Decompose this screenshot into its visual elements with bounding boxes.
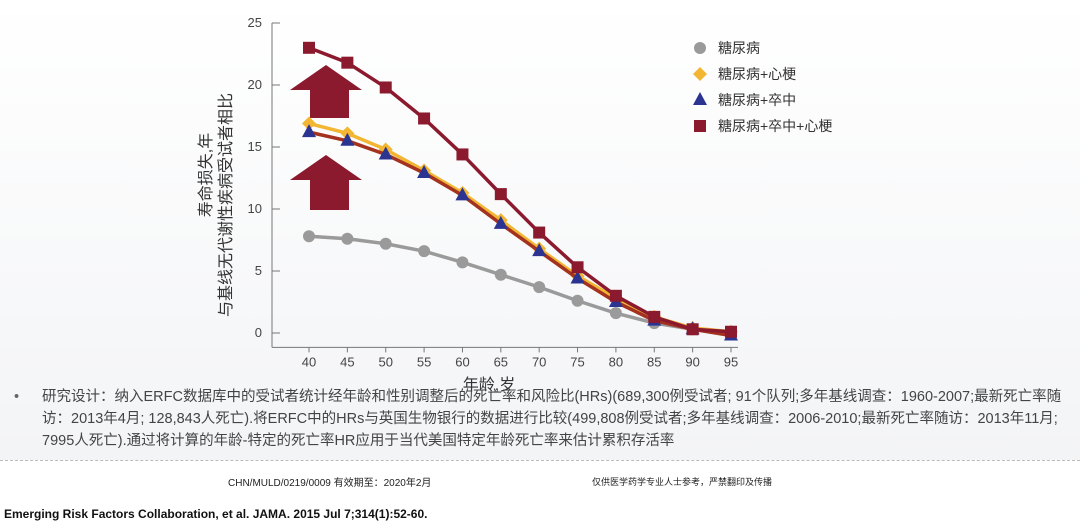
series-line [308, 130, 732, 338]
data-point [571, 294, 584, 307]
data-point [379, 81, 392, 94]
x-tick-label: 40 [302, 354, 316, 369]
x-tick-label: 55 [417, 354, 431, 369]
series-3 [303, 41, 737, 338]
bullet: • [14, 389, 20, 405]
x-tick-label: 65 [494, 354, 508, 369]
series-1 [302, 116, 738, 339]
x-tick-label: 70 [532, 354, 546, 369]
reference: Emerging Risk Factors Collaboration, et … [4, 507, 428, 521]
legend-marker-diamond-icon [693, 67, 707, 81]
up-arrow-icon [290, 65, 362, 118]
study-design-note: • 研究设计：纳入ERFC数据库中的受试者统计经年龄和性别调整后的死亡率和风险比… [14, 386, 1074, 452]
x-tick-label: 45 [340, 354, 354, 369]
data-point [456, 148, 469, 161]
data-point [418, 112, 431, 125]
data-point [341, 56, 354, 69]
x-tick-label: 90 [685, 354, 699, 369]
data-point [648, 310, 661, 323]
y-tick-label: 5 [255, 263, 262, 278]
x-tick-label: 75 [570, 354, 584, 369]
note-text: 研究设计：纳入ERFC数据库中的受试者统计经年龄和性别调整后的死亡率和风险比(H… [42, 389, 1062, 449]
data-point [725, 325, 737, 338]
data-point [570, 270, 585, 284]
x-tick-label: 95 [724, 354, 738, 369]
y-tick-label: 10 [248, 201, 262, 216]
data-point [341, 232, 354, 245]
data-point [455, 187, 470, 201]
y-tick-label: 0 [255, 325, 262, 340]
data-point [417, 165, 432, 179]
data-point [456, 256, 469, 269]
data-point [418, 245, 431, 258]
legend-label: 糖尿病+卒中+心梗 [718, 118, 832, 134]
legend-label: 糖尿病+卒中 [718, 92, 796, 108]
data-point [303, 230, 315, 243]
x-tick-label: 60 [455, 354, 469, 369]
data-point [532, 243, 547, 257]
data-point [302, 116, 316, 131]
data-point [378, 146, 393, 160]
data-point [609, 307, 622, 320]
data-point [303, 41, 315, 54]
document-code: CHN/MULD/0219/0009 有效期至：2020年2月 [228, 478, 432, 489]
data-point [533, 281, 546, 294]
disclaimer: 仅供医学药学专业人士参考，严禁翻印及传播 [592, 477, 773, 487]
data-point [609, 289, 622, 302]
y-axis-label-line2: 与基线无代谢性疾病受试者相比 [217, 93, 235, 317]
legend-label: 糖尿病+心梗 [718, 66, 796, 82]
data-point [686, 323, 699, 336]
series-line [308, 121, 732, 334]
legend-marker-triangle-icon [693, 92, 707, 105]
series-line [308, 234, 732, 334]
y-tick-label: 15 [248, 139, 262, 154]
y-tick-label: 20 [248, 77, 262, 92]
up-arrow-icon [290, 155, 362, 210]
divider [0, 460, 1080, 461]
data-point [533, 226, 546, 239]
legend-marker-square-icon [694, 120, 706, 132]
data-point [494, 268, 507, 281]
data-point [493, 215, 508, 229]
data-point [494, 188, 507, 201]
y-axis-label-line1: 寿命损失,年 [197, 133, 215, 217]
x-tick-label: 85 [647, 354, 661, 369]
data-point [302, 124, 316, 138]
data-point [379, 237, 392, 250]
x-axis-label: 年龄,岁 [463, 376, 515, 394]
series-line [308, 46, 732, 334]
x-tick-label: 50 [378, 354, 392, 369]
data-point [340, 132, 355, 146]
data-point [571, 261, 584, 274]
y-tick-label: 25 [248, 15, 262, 30]
legend-label: 糖尿病 [718, 40, 760, 56]
legend-marker-circle-icon [694, 42, 706, 54]
life-loss-chart: 0 5 10 15 20 25 40 45 50 55 60 65 70 75 80 85 90 95 糖尿病糖尿… [197, 15, 832, 394]
x-tick-label: 80 [609, 354, 623, 369]
